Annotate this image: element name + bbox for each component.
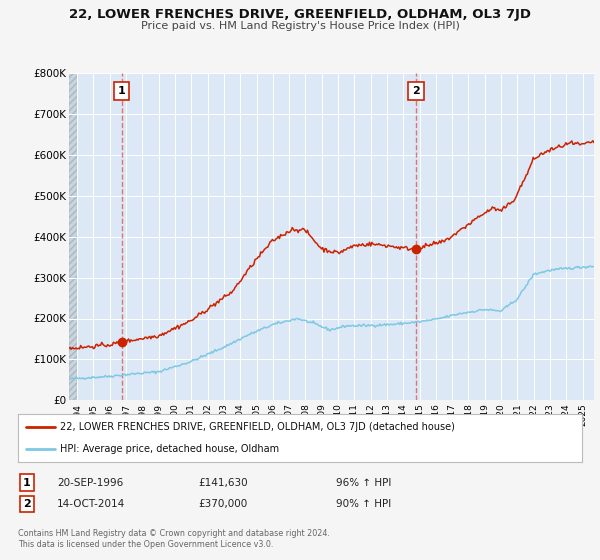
Text: 20-SEP-1996: 20-SEP-1996	[57, 478, 123, 488]
Text: 90% ↑ HPI: 90% ↑ HPI	[336, 499, 391, 509]
Text: £141,630: £141,630	[198, 478, 248, 488]
Text: 14-OCT-2014: 14-OCT-2014	[57, 499, 125, 509]
Text: 22, LOWER FRENCHES DRIVE, GREENFIELD, OLDHAM, OL3 7JD (detached house): 22, LOWER FRENCHES DRIVE, GREENFIELD, OL…	[60, 422, 455, 432]
Text: 2: 2	[412, 86, 420, 96]
Text: £370,000: £370,000	[198, 499, 247, 509]
Text: HPI: Average price, detached house, Oldham: HPI: Average price, detached house, Oldh…	[60, 444, 280, 454]
Bar	[69, 73, 77, 400]
Text: Price paid vs. HM Land Registry's House Price Index (HPI): Price paid vs. HM Land Registry's House …	[140, 21, 460, 31]
Text: Contains HM Land Registry data © Crown copyright and database right 2024.
This d: Contains HM Land Registry data © Crown c…	[18, 529, 330, 549]
Text: 22, LOWER FRENCHES DRIVE, GREENFIELD, OLDHAM, OL3 7JD: 22, LOWER FRENCHES DRIVE, GREENFIELD, OL…	[69, 8, 531, 21]
Text: 96% ↑ HPI: 96% ↑ HPI	[336, 478, 391, 488]
Text: 1: 1	[118, 86, 125, 96]
Text: 2: 2	[23, 499, 31, 509]
Bar	[69, 73, 77, 400]
Text: 1: 1	[23, 478, 31, 488]
